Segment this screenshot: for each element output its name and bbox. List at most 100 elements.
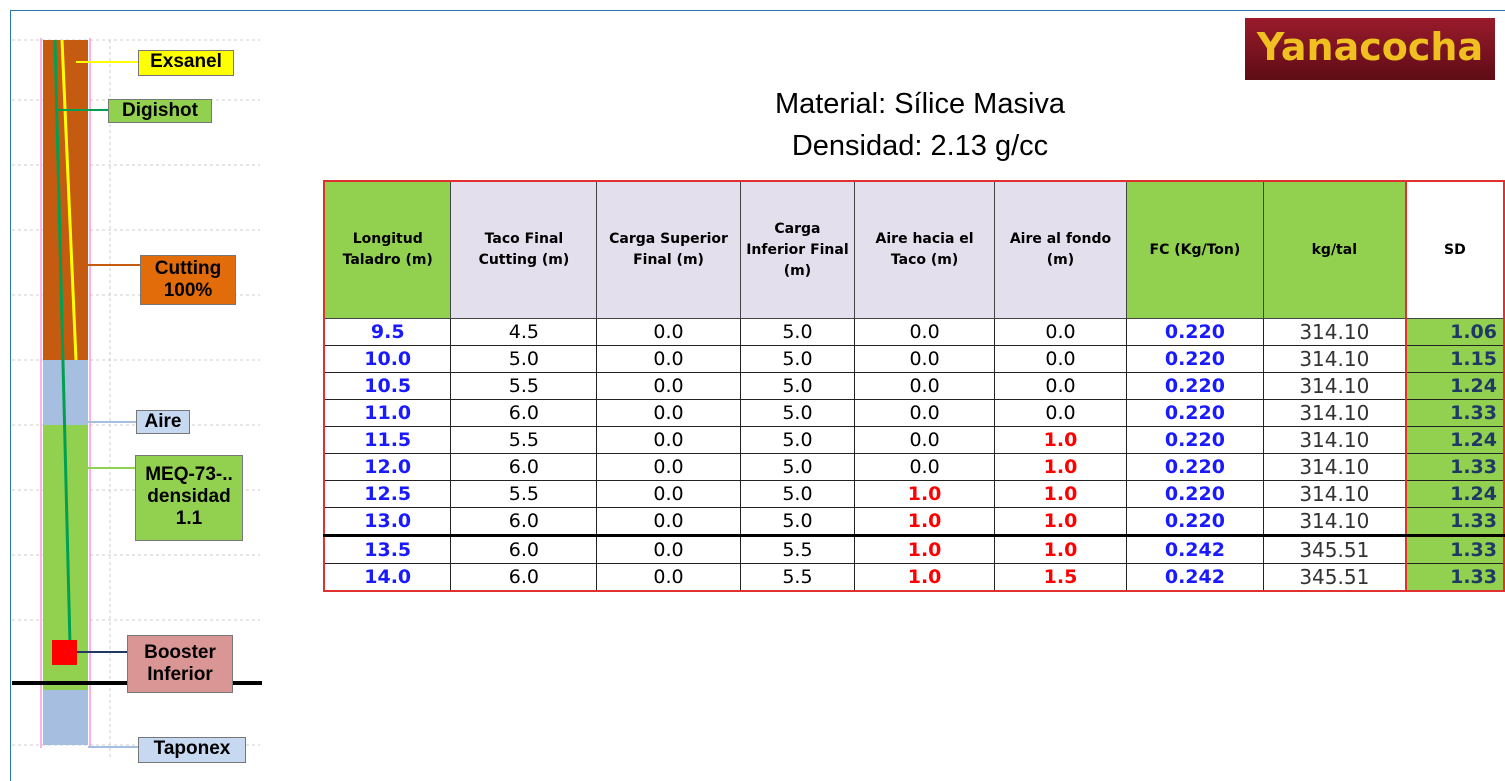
cell: 5.5 [739, 563, 856, 592]
cell: 1.0 [854, 535, 995, 564]
cell: 345.51 [1262, 563, 1407, 592]
cell: 345.51 [1262, 535, 1407, 564]
subtitle: Densidad: 2.13 g/cc [791, 130, 1049, 162]
cell: 0.220 [1126, 480, 1264, 508]
cell: 5.5 [739, 535, 856, 564]
cell: 0.220 [1126, 507, 1264, 536]
cell: 0.220 [1126, 399, 1264, 427]
cell: 0.0 [596, 345, 741, 373]
cell: 0.220 [1126, 318, 1264, 346]
column-header: Taco Final Cutting (m) [450, 180, 598, 319]
cell: 0.220 [1126, 372, 1264, 400]
cell: 0.0 [993, 345, 1128, 373]
data-row: 10.5 5.5 0.0 5.0 0.0 0.0 0.220 314.10 1.24 [323, 372, 1505, 400]
column-header: FC (Kg/Ton) [1126, 180, 1264, 319]
cell: 0.0 [596, 399, 741, 427]
cell: 0.0 [596, 480, 741, 508]
data-row: 12.0 6.0 0.0 5.0 0.0 1.0 0.220 314.10 1.33 [323, 453, 1505, 481]
cell: 1.33 [1404, 453, 1505, 481]
results-table: Longitud Taladro (m) Taco Final Cutting (… [323, 180, 1505, 592]
cell: 1.0 [993, 426, 1128, 454]
connectors [58, 61, 142, 748]
cell: 0.0 [854, 426, 995, 454]
cell: 5.5 [450, 480, 598, 508]
cell: 314.10 [1262, 318, 1407, 346]
cell: 5.0 [739, 480, 856, 508]
cell: 1.0 [854, 507, 995, 536]
cell: 5.0 [739, 426, 856, 454]
cell: 0.0 [854, 318, 995, 346]
cell: 5.0 [450, 345, 598, 373]
aire-label: Aire [136, 410, 190, 434]
cell: 1.24 [1404, 426, 1505, 454]
cell: 0.242 [1126, 535, 1264, 564]
cell: 0.0 [596, 507, 741, 536]
cell: 0.220 [1126, 345, 1264, 373]
cell: 0.0 [854, 453, 995, 481]
logo: Yanacocha [1245, 18, 1495, 80]
cell: 0.220 [1126, 453, 1264, 481]
cell: 6.0 [450, 535, 598, 564]
taponex-label: Taponex [138, 737, 246, 763]
cell: 314.10 [1262, 399, 1407, 427]
cell: 5.0 [739, 453, 856, 481]
cell: 5.0 [739, 372, 856, 400]
cell: 5.0 [739, 507, 856, 536]
cell: 12.5 [323, 480, 452, 508]
data-row: 10.0 5.0 0.0 5.0 0.0 0.0 0.220 314.10 1.15 [323, 345, 1505, 373]
cell: 0.0 [596, 426, 741, 454]
cell: 1.5 [993, 563, 1128, 592]
title: Material: Sílice Masiva [774, 88, 1066, 120]
cell: 0.0 [993, 399, 1128, 427]
header-row: Longitud Taladro (m) Taco Final Cutting (… [323, 180, 1505, 319]
cell: 0.0 [854, 345, 995, 373]
frame [10, 10, 1505, 781]
cell: 0.220 [1126, 426, 1264, 454]
column-header: Aire hacia el Taco (m) [854, 180, 995, 319]
cell: 314.10 [1262, 507, 1407, 536]
blast-hole-diagram [12, 38, 262, 760]
cell: 314.10 [1262, 345, 1407, 373]
cell: 1.0 [993, 453, 1128, 481]
cell: 1.24 [1404, 480, 1505, 508]
cell: 0.0 [854, 399, 995, 427]
cell: 11.0 [323, 399, 452, 427]
cell: 0.0 [596, 453, 741, 481]
column-header: Carga Inferior Final (m) [739, 180, 856, 319]
cell: 0.0 [596, 535, 741, 564]
cell: 0.0 [596, 318, 741, 346]
cell: 12.0 [323, 453, 452, 481]
cell: 1.0 [993, 535, 1128, 564]
cell: 5.0 [739, 345, 856, 373]
cell: 5.0 [739, 399, 856, 427]
cell: 314.10 [1262, 453, 1407, 481]
exsanel-label: Exsanel [138, 50, 234, 76]
data-row: 11.5 5.5 0.0 5.0 0.0 1.0 0.220 314.10 1.24 [323, 426, 1505, 454]
cell: 314.10 [1262, 426, 1407, 454]
cell: 11.5 [323, 426, 452, 454]
cell: 10.5 [323, 372, 452, 400]
cell: 0.242 [1126, 563, 1264, 592]
data-row: 11.0 6.0 0.0 5.0 0.0 0.0 0.220 314.10 1.33 [323, 399, 1505, 427]
cell: 0.0 [596, 563, 741, 592]
plug-zone [43, 690, 88, 745]
cell: 1.06 [1404, 318, 1505, 346]
cell: 13.5 [323, 535, 452, 564]
data-row: 9.5 4.5 0.0 5.0 0.0 0.0 0.220 314.10 1.06 [323, 318, 1505, 346]
booster-label: Booster Inferior [127, 635, 233, 693]
cell: 0.0 [993, 372, 1128, 400]
data-row: 13.0 6.0 0.0 5.0 1.0 1.0 0.220 314.10 1.33 [323, 507, 1505, 536]
cell: 1.0 [993, 507, 1128, 536]
cell: 1.15 [1404, 345, 1505, 373]
cell: 0.0 [854, 372, 995, 400]
column-header: Carga Superior Final (m) [596, 180, 741, 319]
data-row: 13.5 6.0 0.0 5.5 1.0 1.0 0.242 345.51 1.33 [323, 535, 1505, 564]
column-header: Longitud Taladro (m) [323, 180, 452, 319]
data-row: 14.0 6.0 0.0 5.5 1.0 1.5 0.242 345.51 1.33 [323, 563, 1505, 592]
cell: 1.0 [854, 563, 995, 592]
cell: 0.0 [993, 318, 1128, 346]
cell: 1.33 [1404, 399, 1505, 427]
cell: 1.0 [854, 480, 995, 508]
cell: 1.33 [1404, 507, 1505, 536]
